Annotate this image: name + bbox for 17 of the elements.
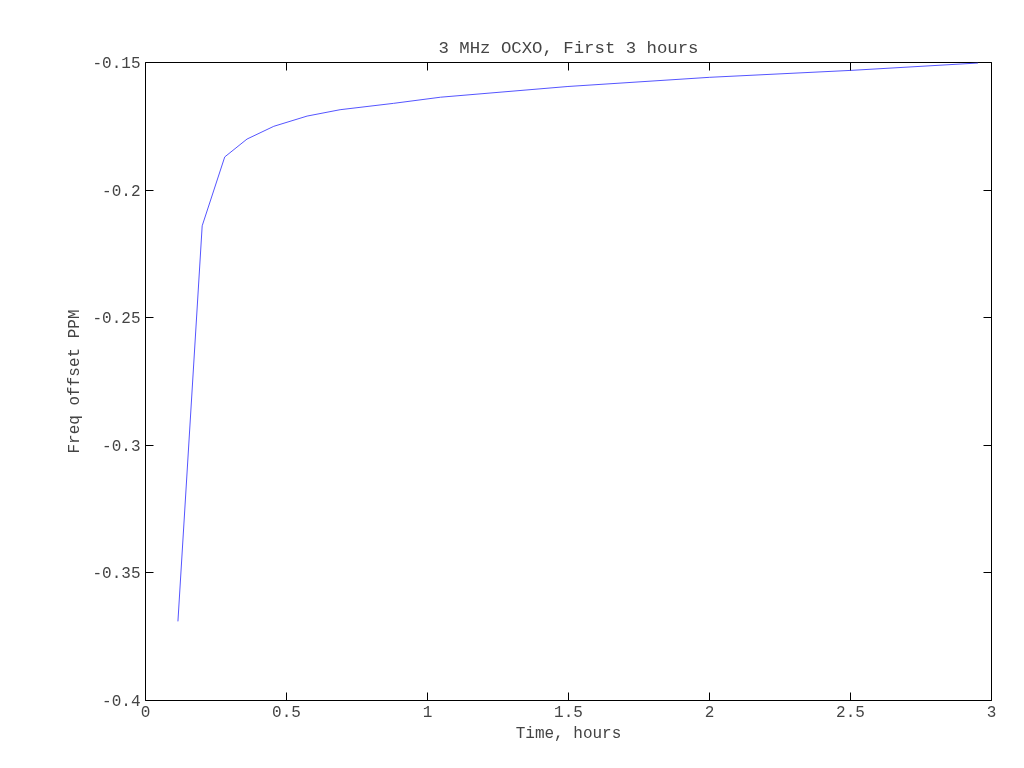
y-tick-label: -0.15 xyxy=(92,55,141,73)
y-tick-label: -0.2 xyxy=(102,182,141,201)
y-axis-title: Freq offset PPM xyxy=(66,309,85,454)
y-tick-label: -0.25 xyxy=(92,310,141,329)
x-tick-label: 1 xyxy=(422,703,433,722)
line-series xyxy=(177,62,979,622)
x-axis-title: Time, hours xyxy=(515,724,622,743)
x-tick-label: 0 xyxy=(140,703,151,722)
y-tick-label: -0.35 xyxy=(92,565,141,584)
x-tick-label: 1.5 xyxy=(554,703,583,722)
x-tick-label: 2.5 xyxy=(836,703,865,722)
x-tick-label: 3 xyxy=(986,703,997,722)
chart-title: 3 MHz OCXO, First 3 hours xyxy=(438,38,699,58)
y-tick-label: -0.4 xyxy=(102,693,141,711)
x-tick-label: 2 xyxy=(704,703,715,722)
x-tick-label: 0.5 xyxy=(272,703,301,722)
y-tick-label: -0.3 xyxy=(102,437,141,456)
